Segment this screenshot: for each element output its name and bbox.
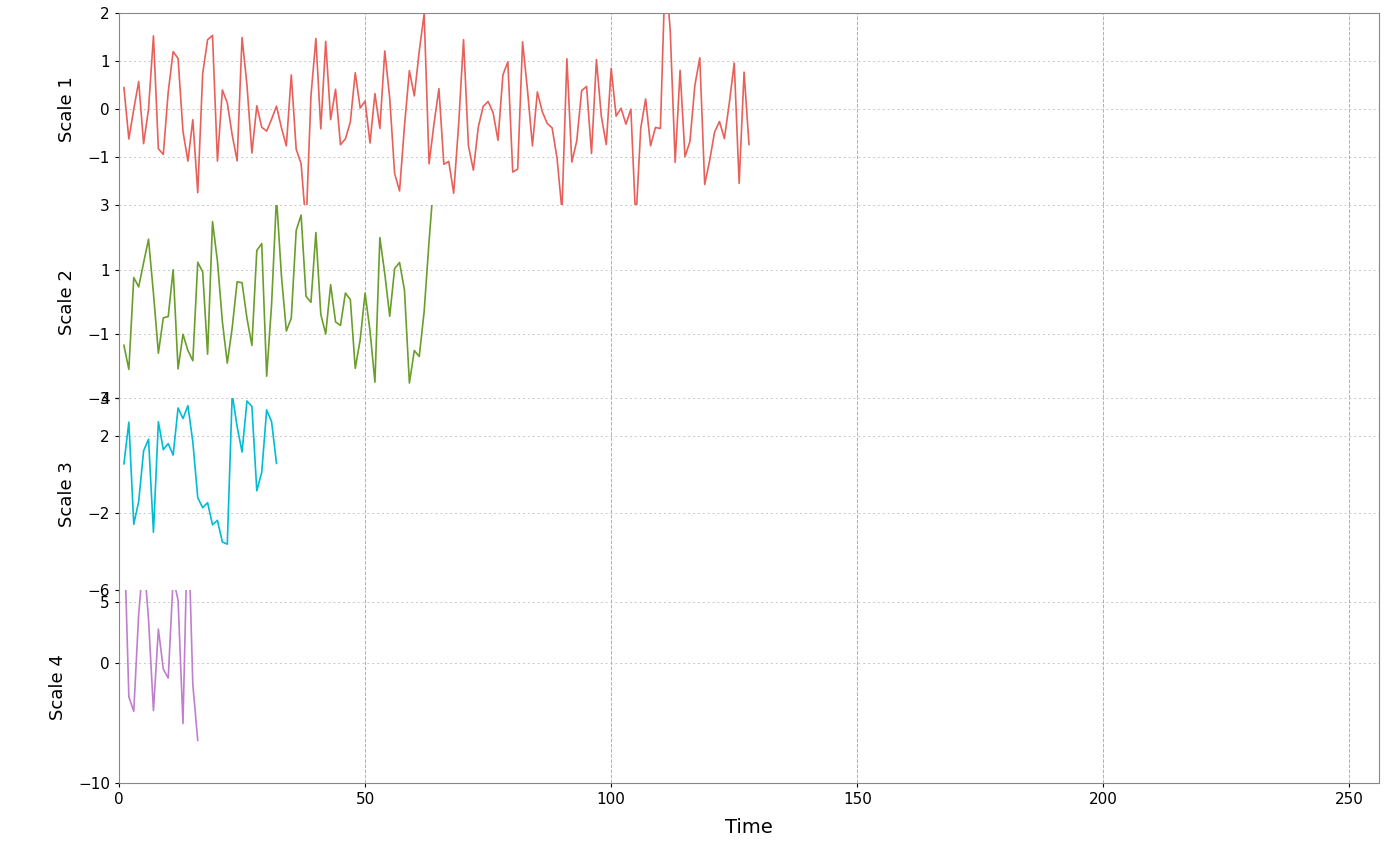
- Y-axis label: Scale 2: Scale 2: [59, 269, 77, 335]
- X-axis label: Time: Time: [725, 818, 773, 837]
- Y-axis label: Scale 1: Scale 1: [59, 76, 77, 142]
- Y-axis label: Scale 3: Scale 3: [59, 461, 77, 527]
- Y-axis label: Scale 4: Scale 4: [49, 654, 67, 720]
